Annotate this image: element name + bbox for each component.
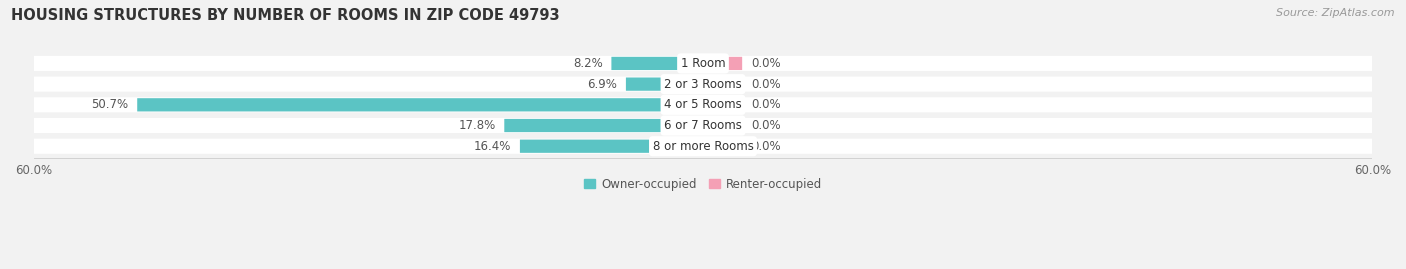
Text: 17.8%: 17.8% bbox=[458, 119, 495, 132]
Text: 0.0%: 0.0% bbox=[751, 57, 780, 70]
Text: 0.0%: 0.0% bbox=[751, 98, 780, 111]
Text: 0.0%: 0.0% bbox=[751, 78, 780, 91]
Text: 2 or 3 Rooms: 2 or 3 Rooms bbox=[664, 78, 742, 91]
Legend: Owner-occupied, Renter-occupied: Owner-occupied, Renter-occupied bbox=[579, 173, 827, 196]
Text: 0.0%: 0.0% bbox=[751, 140, 780, 153]
Text: 6 or 7 Rooms: 6 or 7 Rooms bbox=[664, 119, 742, 132]
FancyBboxPatch shape bbox=[138, 98, 703, 111]
FancyBboxPatch shape bbox=[34, 97, 1372, 112]
FancyBboxPatch shape bbox=[520, 140, 703, 153]
Text: 4 or 5 Rooms: 4 or 5 Rooms bbox=[664, 98, 742, 111]
Text: HOUSING STRUCTURES BY NUMBER OF ROOMS IN ZIP CODE 49793: HOUSING STRUCTURES BY NUMBER OF ROOMS IN… bbox=[11, 8, 560, 23]
FancyBboxPatch shape bbox=[34, 56, 1372, 71]
FancyBboxPatch shape bbox=[34, 118, 1372, 133]
FancyBboxPatch shape bbox=[703, 98, 742, 111]
FancyBboxPatch shape bbox=[34, 77, 1372, 92]
FancyBboxPatch shape bbox=[703, 57, 742, 70]
Text: 50.7%: 50.7% bbox=[91, 98, 128, 111]
FancyBboxPatch shape bbox=[505, 119, 703, 132]
Text: 16.4%: 16.4% bbox=[474, 140, 512, 153]
Text: Source: ZipAtlas.com: Source: ZipAtlas.com bbox=[1277, 8, 1395, 18]
Text: 6.9%: 6.9% bbox=[588, 78, 617, 91]
FancyBboxPatch shape bbox=[626, 77, 703, 91]
Text: 1 Room: 1 Room bbox=[681, 57, 725, 70]
FancyBboxPatch shape bbox=[703, 140, 742, 153]
FancyBboxPatch shape bbox=[703, 77, 742, 91]
FancyBboxPatch shape bbox=[612, 57, 703, 70]
FancyBboxPatch shape bbox=[703, 119, 742, 132]
FancyBboxPatch shape bbox=[34, 139, 1372, 154]
Text: 0.0%: 0.0% bbox=[751, 119, 780, 132]
Text: 8.2%: 8.2% bbox=[572, 57, 603, 70]
Text: 8 or more Rooms: 8 or more Rooms bbox=[652, 140, 754, 153]
